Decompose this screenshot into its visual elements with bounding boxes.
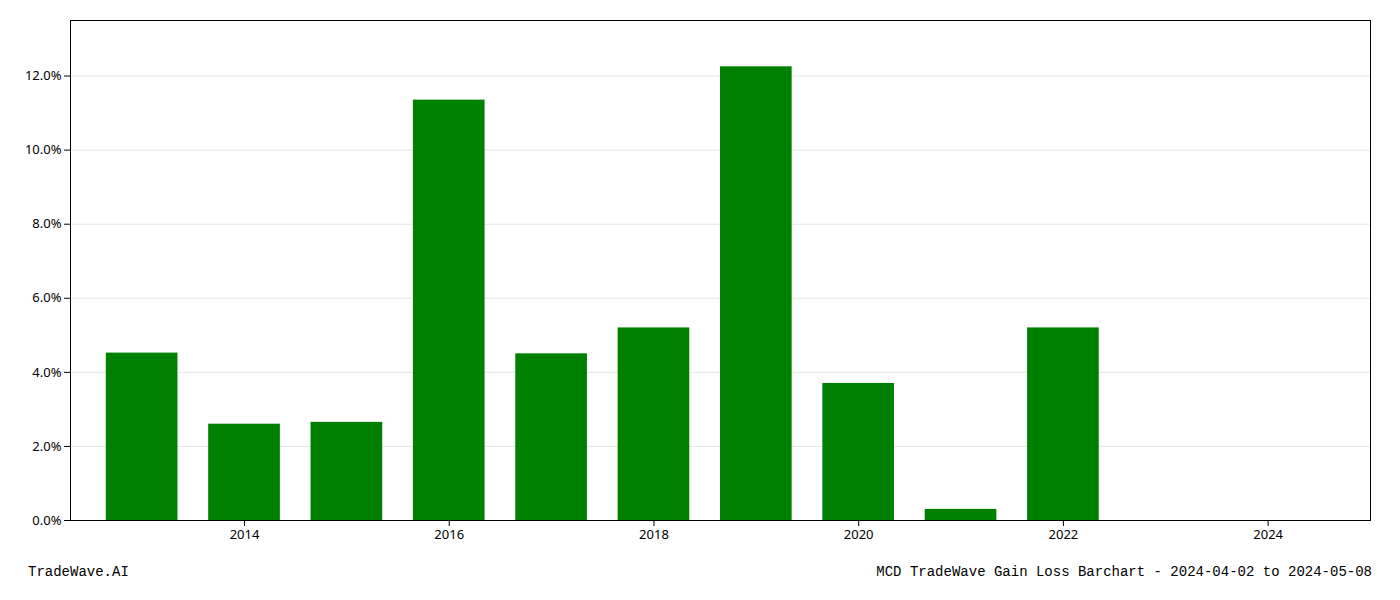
- html-text:MCD TradeWave Gain Loss Barcha: MCD TradeWave Gain Loss Barchart - 2024-…: [876, 564, 1372, 580]
- svg-text:2024: 2024: [1253, 525, 1283, 543]
- svg-text:2022: 2022: [1049, 525, 1079, 543]
- svg-text:10.0%: 10.0%: [25, 140, 62, 158]
- svg-text:6.0%: 6.0%: [32, 288, 61, 306]
- svg-text:2014: 2014: [230, 525, 260, 543]
- svg-text:4.0%: 4.0%: [32, 363, 61, 381]
- svg-text:2020: 2020: [844, 525, 874, 543]
- svg-text:2018: 2018: [639, 525, 669, 543]
- svg-text:0.0%: 0.0%: [32, 511, 61, 529]
- svg-text:12.0%: 12.0%: [25, 66, 62, 84]
- html-text:TradeWave.AI: TradeWave.AI: [28, 564, 129, 580]
- svg-text:2016: 2016: [434, 525, 464, 543]
- svg-text:8.0%: 8.0%: [32, 214, 61, 232]
- svg-text:2.0%: 2.0%: [32, 437, 61, 455]
